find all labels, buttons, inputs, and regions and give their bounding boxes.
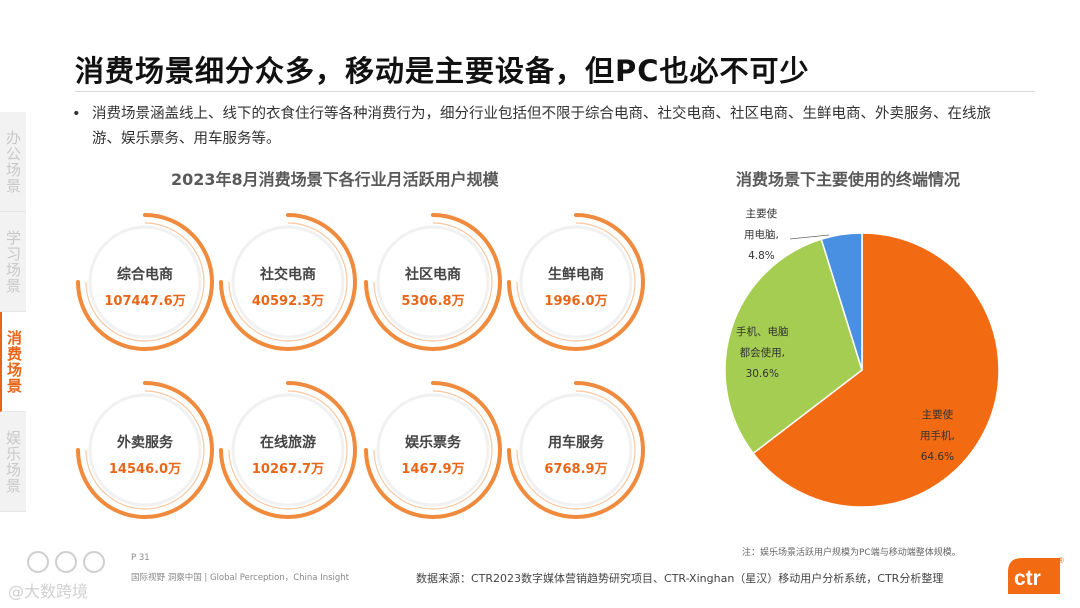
data-source: 数据来源：CTR2023数字媒体营销趋势研究项目、CTR-Xinghan（星汉）… xyxy=(416,572,944,585)
sidebar-tab-entertainment[interactable]: 娱乐场景 xyxy=(0,412,26,512)
industry-mau-title: 2023年8月消费场景下各行业月活跃用户规模 xyxy=(171,170,499,189)
ctr-logo: ctr ® xyxy=(1008,554,1066,594)
tile-ring-icon xyxy=(76,213,214,351)
footer-tagline: 国际视野 洞察中国 | Global Perception，China Insi… xyxy=(131,573,350,583)
bullet-dot-icon: • xyxy=(72,106,81,122)
tile-value: 6768.9万 xyxy=(544,462,608,477)
title-divider xyxy=(75,91,1035,92)
tile-ride-service: 用车服务 6768.9万 xyxy=(506,380,646,520)
tile-ring-icon xyxy=(76,381,214,519)
page-number: P 31 xyxy=(131,553,150,563)
logo-text: ctr xyxy=(1014,567,1041,590)
tile-value: 14546.0万 xyxy=(108,462,182,477)
tile-name: 社区电商 xyxy=(405,267,461,283)
tile-name: 综合电商 xyxy=(117,267,173,283)
tile-name: 用车服务 xyxy=(548,435,604,451)
tile-social-ecommerce: 社交电商 40592.3万 xyxy=(218,212,358,352)
device-pie-chart xyxy=(724,232,1000,508)
page-title: 消费场景细分众多，移动是主要设备，但PC也必不可少 xyxy=(75,54,810,88)
tile-ecommerce: 综合电商 107447.6万 xyxy=(75,212,215,352)
pie-label-both: 手机、电脑 都会使用, 30.6% xyxy=(736,322,789,385)
tile-value: 1996.0万 xyxy=(544,294,608,309)
tile-food-delivery: 外卖服务 14546.0万 xyxy=(75,380,215,520)
pie-label-line: 64.6% xyxy=(920,451,955,463)
tile-value: 107447.6万 xyxy=(104,294,186,309)
sidebar-tab-study[interactable]: 学习场景 xyxy=(0,212,26,312)
chart-note: 注：娱乐场景活跃用户规模为PC端与移动端整体规模。 xyxy=(742,548,961,558)
pie-label-line: 用电脑, xyxy=(744,229,779,241)
tile-name: 在线旅游 xyxy=(260,435,316,451)
sidebar-tab-label: 办公场景 xyxy=(4,129,22,194)
intro-bullet: • 消费场景涵盖线上、线下的衣食住行等各种消费行为，细分行业包括但不限于综合电商… xyxy=(72,102,1012,152)
pie-label-line: 主要使 xyxy=(921,409,954,421)
pie-label-line: 主要使 xyxy=(745,208,778,220)
pie-label-line: 都会使用, xyxy=(739,347,785,359)
tile-name: 生鲜电商 xyxy=(548,267,604,283)
pie-slice-phone xyxy=(752,232,1000,508)
pie-label-line: 4.8% xyxy=(748,250,775,262)
watermark-circles-icon xyxy=(27,551,105,573)
tile-fresh-ecommerce: 生鲜电商 1996.0万 xyxy=(506,212,646,352)
tile-value: 40592.3万 xyxy=(251,294,325,309)
sidebar-tab-office[interactable]: 办公场景 xyxy=(0,112,26,212)
sidebar-tab-label: 娱乐场景 xyxy=(4,429,22,494)
tile-ring-icon xyxy=(364,213,502,351)
tile-value: 1467.9万 xyxy=(401,462,465,477)
tile-value: 10267.7万 xyxy=(251,462,325,477)
ctr-logo-icon: ctr ® xyxy=(1008,556,1064,594)
tile-community-ecommerce: 社区电商 5306.8万 xyxy=(363,212,503,352)
pie-label-line: 30.6% xyxy=(745,368,779,380)
tile-ring-icon xyxy=(364,381,502,519)
sidebar-tab-label: 学习场景 xyxy=(4,229,22,294)
device-pie-title: 消费场景下主要使用的终端情况 xyxy=(736,170,961,189)
tile-online-travel: 在线旅游 10267.7万 xyxy=(218,380,358,520)
logo-registered-mark: ® xyxy=(1058,556,1064,565)
pie-label-line: 手机、电脑 xyxy=(736,326,789,338)
tile-entertainment-ticketing: 娱乐票务 1467.9万 xyxy=(363,380,503,520)
tile-ring-icon xyxy=(219,381,357,519)
intro-bullet-text: 消费场景涵盖线上、线下的衣食住行等各种消费行为，细分行业包括但不限于综合电商、社… xyxy=(92,106,991,147)
tile-ring-icon xyxy=(507,381,645,519)
tile-value: 5306.8万 xyxy=(401,294,465,309)
tile-name: 娱乐票务 xyxy=(405,435,461,451)
tile-name: 社交电商 xyxy=(260,267,316,283)
tile-ring-icon xyxy=(507,213,645,351)
pie-label-pc: 主要使 用电脑, 4.8% xyxy=(744,204,779,267)
tile-ring-icon xyxy=(219,213,357,351)
pie-label-line: 用手机, xyxy=(920,430,955,442)
watermark-text: @大数跨境 xyxy=(8,582,89,601)
tile-name: 外卖服务 xyxy=(117,435,173,451)
sidebar-tab-label: 消费场景 xyxy=(5,329,23,394)
pie-label-phone: 主要使 用手机, 64.6% xyxy=(920,405,955,468)
sidebar-tab-consumption[interactable]: 消费场景 xyxy=(0,312,26,412)
pie-slice-both xyxy=(724,238,863,455)
